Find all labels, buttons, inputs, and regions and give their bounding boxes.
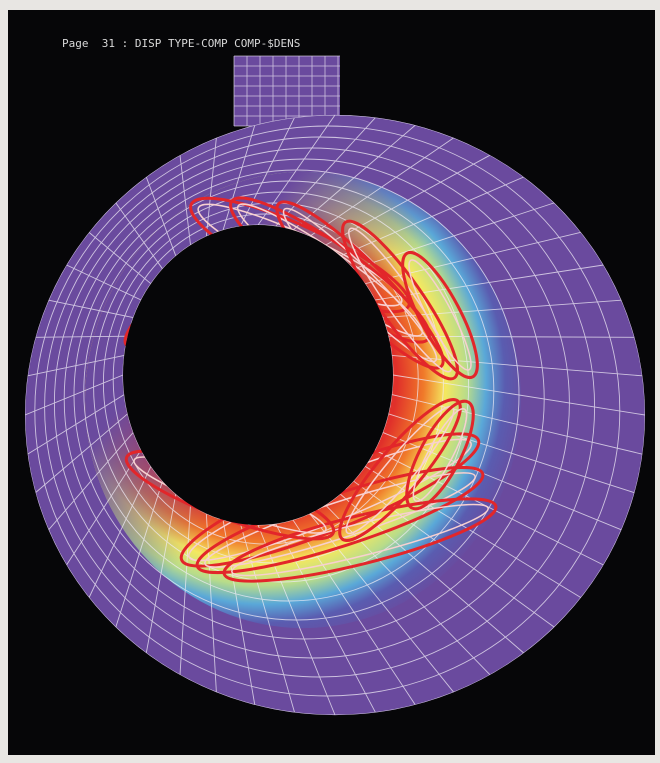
mesh-radial bbox=[115, 480, 163, 628]
bore bbox=[123, 225, 393, 525]
mesh-radial bbox=[27, 394, 125, 455]
mesh-radial bbox=[382, 299, 622, 319]
contour-loop-inner bbox=[348, 227, 452, 373]
mesh-radial bbox=[205, 513, 217, 693]
contour-loop bbox=[401, 250, 479, 380]
mesh-radial bbox=[179, 504, 191, 675]
mesh-radial bbox=[145, 493, 177, 654]
contour-loop-inner bbox=[408, 259, 472, 371]
mesh-radial bbox=[35, 413, 128, 493]
mesh-radial bbox=[239, 523, 295, 713]
mesh-radial bbox=[392, 374, 645, 416]
mesh-radial bbox=[222, 125, 256, 231]
contour-loop-inner bbox=[412, 407, 468, 503]
mesh-radial bbox=[391, 394, 643, 455]
mesh-radial bbox=[48, 432, 134, 531]
page-caption: Page 31 : DISP TYPE-COMP COMP-$DENS bbox=[62, 37, 300, 50]
mesh-radial bbox=[275, 117, 376, 227]
mesh-radial bbox=[66, 264, 142, 301]
mesh-radial bbox=[179, 155, 191, 246]
contour-loop-inner bbox=[231, 503, 489, 577]
stress-fade bbox=[84, 171, 521, 629]
mesh-radial bbox=[325, 154, 491, 246]
mesh-radial bbox=[239, 117, 295, 227]
mesh-radial bbox=[24, 374, 124, 416]
mesh-radial bbox=[292, 124, 416, 231]
mesh-radial bbox=[364, 231, 582, 285]
mesh-radial bbox=[391, 354, 643, 377]
mesh-radial bbox=[205, 137, 217, 237]
contour-loop bbox=[222, 497, 498, 583]
mesh-radial bbox=[257, 524, 336, 716]
mesh-radial bbox=[27, 354, 125, 377]
mesh-radial bbox=[364, 465, 582, 599]
mesh-radial bbox=[88, 466, 152, 598]
mesh-radial bbox=[222, 519, 256, 705]
mesh-radial bbox=[309, 513, 454, 693]
mesh-radial bbox=[48, 299, 134, 319]
mesh-radial bbox=[115, 202, 163, 270]
mesh-radial bbox=[382, 431, 622, 531]
mesh-radial bbox=[275, 523, 376, 713]
contour-loop bbox=[338, 398, 462, 542]
mesh-radial bbox=[309, 137, 454, 237]
nozzle bbox=[234, 56, 340, 126]
mesh-radial bbox=[145, 176, 177, 257]
mesh-radial bbox=[292, 519, 416, 706]
mesh-radial bbox=[88, 232, 152, 285]
mesh-radial bbox=[388, 413, 635, 494]
mesh-radial bbox=[66, 449, 142, 566]
contour-loop bbox=[341, 219, 459, 381]
mesh-radial bbox=[35, 335, 128, 338]
contour-loop bbox=[405, 399, 475, 511]
contour-loop-inner bbox=[204, 472, 476, 568]
mesh-radial bbox=[353, 202, 555, 270]
